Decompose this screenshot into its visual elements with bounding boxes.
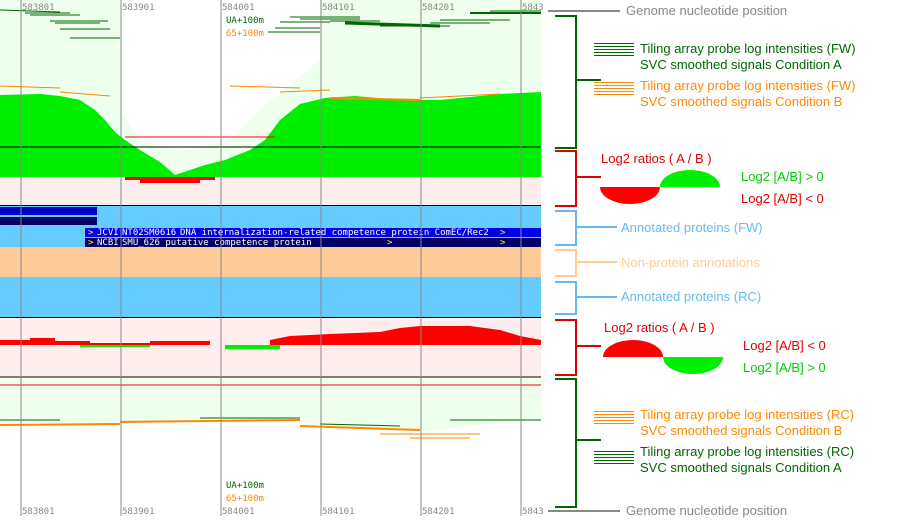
tick-bottom-1: 583901 xyxy=(122,507,155,517)
non-protein-label: Non-protein annotations xyxy=(621,255,760,270)
ratio-bottom-bracket xyxy=(555,319,577,376)
jcvi-prefix: > xyxy=(88,228,94,238)
ann-rc-label: Annotated proteins (RC) xyxy=(621,289,762,304)
fw-b-swatch xyxy=(594,82,634,97)
genome-position-bottom-label: Genome nucleotide position xyxy=(626,503,788,518)
jcvi-id: NT02SM0616 xyxy=(122,228,176,238)
rc-green-area xyxy=(0,378,541,432)
ncbi-source: NCBI xyxy=(97,238,119,248)
ncbi-annotation-bar[interactable] xyxy=(85,238,541,247)
fw-a-line1: Tiling array probe log intensities (FW) xyxy=(640,41,856,56)
genome-top-connector xyxy=(548,10,620,12)
tick-top-3: 584101 xyxy=(322,3,355,13)
ncbi-arrow-1: > xyxy=(387,238,393,248)
genome-position-top-label: Genome nucleotide position xyxy=(626,3,788,18)
tick-bottom-4: 584201 xyxy=(422,507,455,517)
non-protein-track xyxy=(0,247,541,277)
genome-bottom-connector xyxy=(548,510,620,512)
tick-bottom-2: 584001 xyxy=(222,507,255,517)
ann-fw-label: Annotated proteins (FW) xyxy=(621,220,763,235)
rc-a-line1: Tiling array probe log intensities (RC) xyxy=(640,444,855,459)
fw-white-region xyxy=(120,0,320,150)
rc-a-line2: SVC smoothed signals Condition A xyxy=(640,460,842,475)
tick-top-0: 583801 xyxy=(22,3,55,13)
annotation-rc-track xyxy=(0,277,541,317)
tick-bottom-0: 583801 xyxy=(22,507,55,517)
ratio-bottom-neg: Log2 [A/B] < 0 xyxy=(743,338,826,353)
fw-a-swatch xyxy=(594,43,634,58)
ann-rc-bracket xyxy=(555,281,577,315)
fw-a-line2: SVC smoothed signals Condition A xyxy=(640,57,842,72)
jcvi-desc: DNA internalization-related competence p… xyxy=(180,228,489,238)
ann-fw-bracket xyxy=(555,210,577,246)
fw-b-line1: Tiling array probe log intensities (FW) xyxy=(640,78,856,93)
ratio-top-bracket xyxy=(555,150,577,207)
rc-b-line2: SVC smoothed signals Condition B xyxy=(640,423,843,438)
rc-b-line1: Tiling array probe log intensities (RC) xyxy=(640,407,855,422)
tick-top-5: 5843 xyxy=(522,3,544,13)
rc-b-swatch xyxy=(594,411,634,426)
ratio-bottom-neg-bars xyxy=(0,326,541,345)
ncbi-arrow-2: > xyxy=(500,238,506,248)
ratio-bottom-glyph xyxy=(603,340,723,374)
fw-green-signal-area xyxy=(0,92,541,177)
fw-probe-lines xyxy=(0,9,541,39)
rc-a-swatch xyxy=(594,451,634,466)
fw-orange-smoothed-lines xyxy=(0,85,501,101)
jcvi-annotation-bar[interactable] xyxy=(85,228,541,237)
rc-orange-smoothed-lines xyxy=(0,419,480,439)
ratio-bottom-pos-bar-2 xyxy=(225,345,280,349)
genome-browser-plot[interactable]: > JCVI NT02SM0616 DNA internalization-re… xyxy=(0,0,545,532)
tick-top-1: 583901 xyxy=(122,3,155,13)
ratio-bottom-title: Log2 ratios ( A / B ) xyxy=(604,320,715,335)
ratio-top-glyph xyxy=(600,170,720,204)
fw-bracket xyxy=(555,15,577,149)
tick-bottom-3: 584101 xyxy=(322,507,355,517)
rc-bracket xyxy=(555,378,577,508)
tick-top-4: 584201 xyxy=(422,3,455,13)
ratio-top-neg: Log2 [A/B] < 0 xyxy=(741,191,824,206)
top-green-track-label: UA+100m xyxy=(226,16,264,26)
ncbi-desc: SMU_626 putative competence protein xyxy=(122,238,312,248)
bottom-orange-track-label: 65+100m xyxy=(226,494,264,504)
ratio-top-pos: Log2 [A/B] > 0 xyxy=(741,169,824,184)
rc-probe-lines xyxy=(0,417,541,427)
tick-bottom-5: 5843 xyxy=(522,507,544,517)
ratio-top-bg xyxy=(0,177,541,205)
fw-b-line2: SVC smoothed signals Condition B xyxy=(640,94,843,109)
annotation-bar-fw-2[interactable] xyxy=(0,217,97,225)
ratio-bottom-pos-bar-1 xyxy=(80,345,150,347)
jcvi-arrow: > xyxy=(500,228,506,238)
ratio-top-neg-bars xyxy=(125,177,215,183)
ncbi-prefix: > xyxy=(88,238,94,248)
non-protein-bracket xyxy=(555,249,577,277)
ratio-bottom-pos: Log2 [A/B] > 0 xyxy=(743,360,826,375)
top-orange-track-label: 65+100m xyxy=(226,29,264,39)
ratio-top-title: Log2 ratios ( A / B ) xyxy=(601,151,712,166)
bottom-green-track-label: UA+100m xyxy=(226,481,264,491)
grid-lines xyxy=(20,0,522,516)
jcvi-source: JCVI xyxy=(97,228,119,238)
tick-top-2: 584001 xyxy=(222,3,255,13)
annotation-bar-fw-1[interactable] xyxy=(0,207,97,215)
